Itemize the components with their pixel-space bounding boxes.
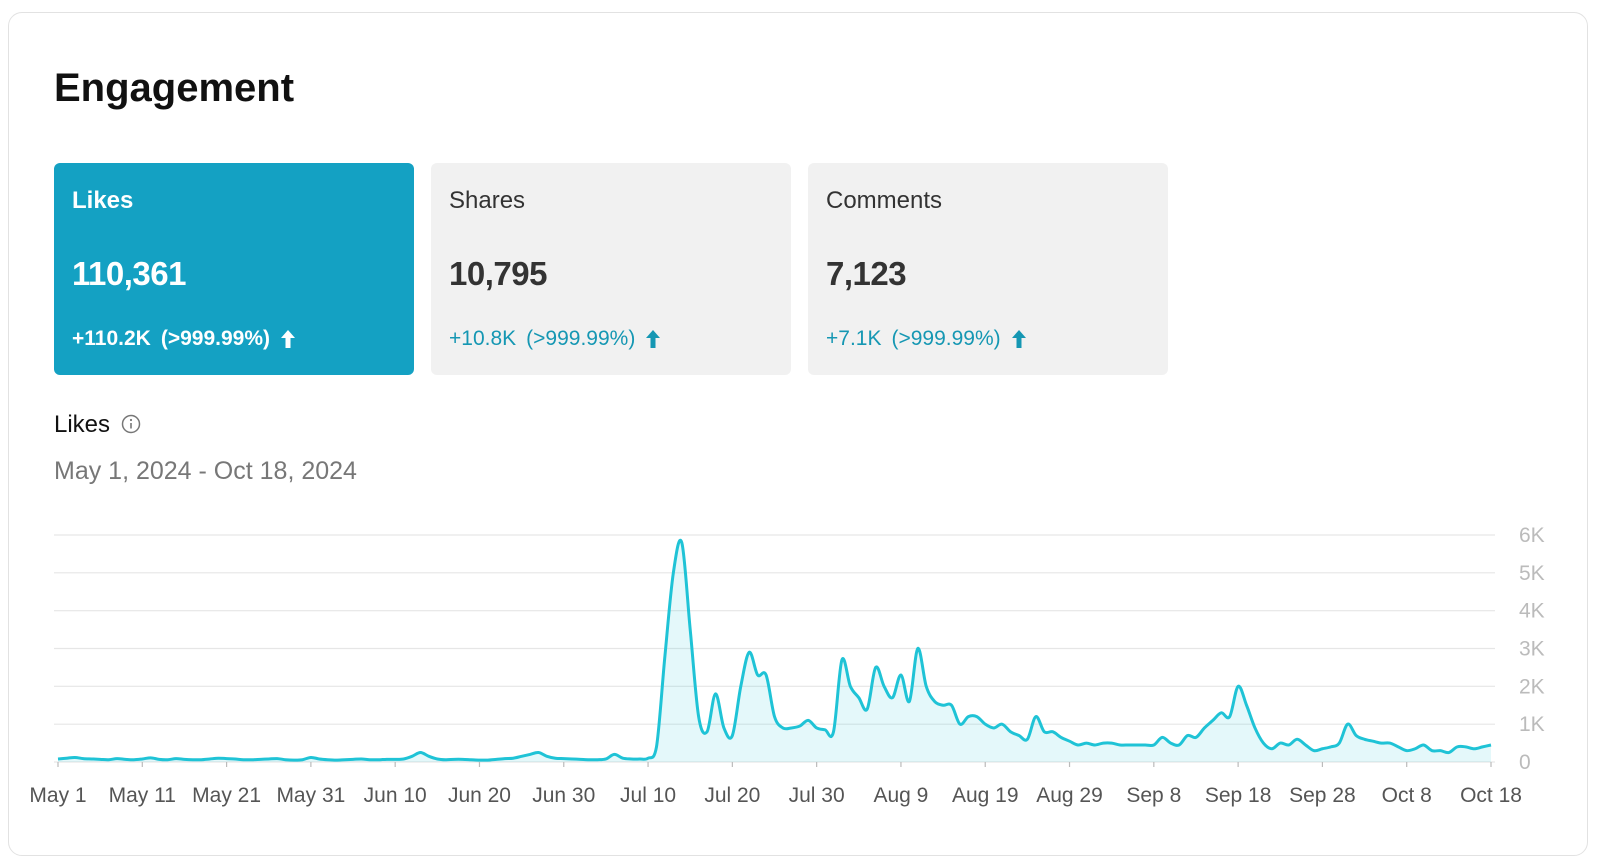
x-tick-label: Jun 10 [364,784,427,807]
likes-line [57,538,1492,762]
card-label: Likes [72,187,134,214]
card-value: 110,361 [72,255,186,292]
card-label: Shares [449,187,526,214]
x-tick-label: Sep 8 [1126,784,1181,807]
date-range: May 1, 2024 - Oct 18, 2024 [54,457,357,485]
change-percent: (>999.99%) [891,327,1001,350]
up-arrow [1011,330,1026,348]
up-arrow-shape [1011,330,1026,348]
engagement-panel [8,12,1588,856]
x-tick-label: Aug 29 [1036,784,1103,807]
x-tick-label: May 21 [192,784,261,807]
up-arrow-shape [280,330,295,348]
x-tick-label: May 1 [29,784,86,807]
y-tick-label: 0 [1519,751,1531,774]
y-tick-label: 6K [1519,524,1545,547]
x-tick-label: Aug 9 [873,784,928,807]
chart-title: Likes [54,411,111,438]
card-change: +110.2K (>999.99%) [72,327,296,351]
metric-card[interactable]: Comments 7,123 +7.1K (>999.99%) [808,163,1168,375]
x-tick-label: May 31 [276,784,345,807]
metric-card[interactable]: Likes 110,361 +110.2K (>999.99%) [54,163,414,375]
x-tick-label: Sep 18 [1205,784,1272,807]
x-tick-label: Jun 20 [448,784,511,807]
x-tick-label: Jul 20 [704,784,760,807]
info-icon[interactable] [121,414,141,434]
y-tick-label: 2K [1519,675,1545,698]
x-tick-label: Oct 8 [1382,784,1432,807]
card-value: 10,795 [449,255,547,292]
change-percent: (>999.99%) [160,327,270,350]
metric-card[interactable]: Shares 10,795 +10.8K (>999.99%) [431,163,791,375]
x-tick-label: Aug 19 [952,784,1019,807]
change-amount: +7.1K [826,327,882,350]
up-arrow [280,330,295,348]
card-change: +10.8K (>999.99%) [449,327,661,351]
card-change: +7.1K (>999.99%) [826,327,1027,351]
change-amount: +10.8K [449,327,517,350]
change-amount: +110.2K [72,327,151,350]
x-tick-label: Jul 10 [620,784,676,807]
y-tick-label: 3K [1519,638,1545,661]
y-tick-label: 1K [1519,713,1545,736]
x-tick-label: Jul 30 [789,784,845,807]
y-tick-label: 5K [1519,562,1545,585]
up-arrow-shape [646,330,661,348]
change-percent: (>999.99%) [526,327,636,350]
card-label: Comments [826,187,943,214]
x-tick-label: Oct 18 [1460,784,1522,807]
x-tick-label: Jun 30 [532,784,595,807]
x-tick-label: Sep 28 [1289,784,1356,807]
card-value: 7,123 [826,255,907,292]
y-tick-label: 4K [1519,600,1545,623]
likes-area [58,540,1491,762]
up-arrow [646,330,661,348]
page-title: Engagement [54,66,295,110]
x-tick-label: May 11 [109,784,176,807]
